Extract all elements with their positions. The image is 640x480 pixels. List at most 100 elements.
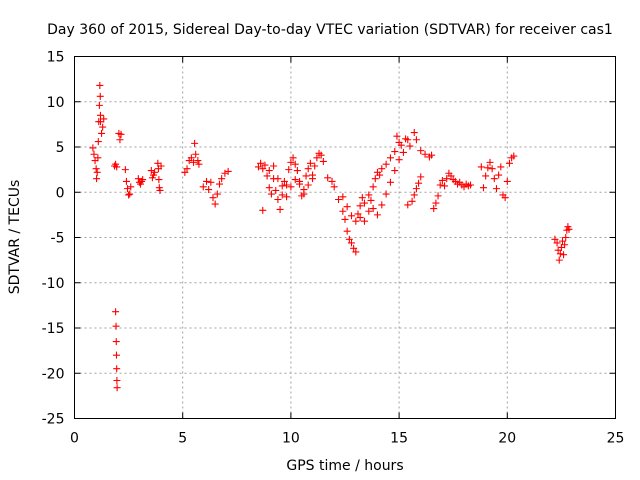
data-point-61 [199,183,207,191]
data-point-150 [373,211,381,219]
data-point-95 [302,172,310,180]
data-point-12 [96,92,104,100]
y-tick-label: 10 [47,95,65,111]
data-point-27 [113,384,121,392]
data-point-104 [265,167,273,175]
x-axis-label: GPS time / hours [286,458,403,474]
data-point-199 [495,171,503,179]
data-point-45 [151,168,159,176]
data-point-69 [218,175,226,183]
data-point-31 [121,166,129,174]
data-point-63 [205,186,213,194]
data-point-118 [335,195,343,203]
data-point-194 [484,164,492,172]
data-point-115 [324,174,332,182]
y-tick-label: 15 [47,50,65,66]
y-tick-label: -20 [42,366,65,382]
data-point-145 [393,132,401,140]
data-point-71 [224,167,232,175]
y-tick-label: 5 [56,140,65,156]
data-point-127 [343,203,351,211]
data-point-210 [555,256,563,264]
data-point-78 [265,184,273,192]
data-point-120 [341,215,349,223]
data-point-216 [562,234,570,241]
data-point-36 [127,183,135,191]
data-point-196 [488,165,496,173]
data-point-142 [382,160,390,168]
data-point-163 [417,147,425,155]
data-point-154 [391,167,399,175]
data-point-55 [187,154,195,162]
data-point-125 [352,248,360,256]
data-point-119 [339,207,347,215]
data-point-166 [428,151,436,159]
data-point-6 [93,168,101,176]
y-tick-label: 0 [56,185,65,201]
data-point-74 [259,165,267,173]
data-point-103 [319,157,327,165]
data-point-207 [551,235,559,243]
data-point-35 [126,190,134,198]
data-point-208 [553,239,561,247]
data-point-173 [430,205,438,213]
data-point-131 [356,202,364,210]
data-point-96 [304,165,312,173]
data-point-123 [347,239,355,247]
data-point-16 [99,123,107,131]
data-point-117 [330,183,338,191]
data-point-89 [289,154,297,162]
data-point-88 [287,158,295,166]
data-point-136 [367,196,375,204]
data-point-76 [259,206,267,214]
data-point-176 [436,181,444,189]
data-point-58 [192,150,200,158]
data-point-77 [263,172,271,180]
data-points [89,81,573,392]
data-point-126 [339,193,347,201]
data-point-75 [261,161,269,169]
data-point-151 [378,201,386,209]
data-point-156 [399,148,407,156]
data-point-52 [181,168,189,176]
data-point-167 [404,201,412,209]
data-point-102 [317,151,325,159]
x-tick-label: 25 [607,431,625,447]
data-point-97 [306,159,314,167]
data-point-99 [311,162,319,170]
y-tick-labels: -25 -20 -15 -10 -5 0 5 10 15 [42,50,65,428]
data-point-192 [479,184,487,192]
data-point-30 [117,130,125,138]
y-axis-label: SDTVAR / TECUs [7,180,23,295]
data-point-57 [191,139,199,147]
data-point-48 [155,176,163,184]
data-point-162 [412,136,420,144]
data-point-169 [410,191,418,199]
data-point-15 [98,129,106,137]
data-point-73 [257,159,265,167]
data-point-70 [221,169,229,177]
data-point-1 [89,144,97,152]
data-point-50 [156,186,164,194]
data-point-91 [293,167,301,175]
data-point-90 [291,160,299,168]
data-point-148 [365,191,373,199]
data-point-138 [371,175,379,183]
data-point-84 [278,191,286,199]
data-point-83 [276,205,284,213]
data-point-141 [378,165,386,173]
data-point-82 [274,195,282,203]
data-point-195 [486,158,494,166]
data-point-13 [96,111,104,119]
data-point-34 [125,191,133,199]
data-point-85 [280,177,288,185]
data-point-129 [352,217,360,225]
data-point-7 [94,154,102,162]
data-point-53 [183,165,191,173]
data-point-100 [313,154,321,162]
data-point-128 [347,212,355,220]
data-point-62 [203,177,211,185]
data-point-110 [291,176,299,184]
data-point-204 [505,159,513,167]
